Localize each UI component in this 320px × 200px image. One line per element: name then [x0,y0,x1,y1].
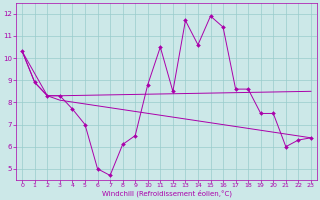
X-axis label: Windchill (Refroidissement éolien,°C): Windchill (Refroidissement éolien,°C) [101,190,232,197]
